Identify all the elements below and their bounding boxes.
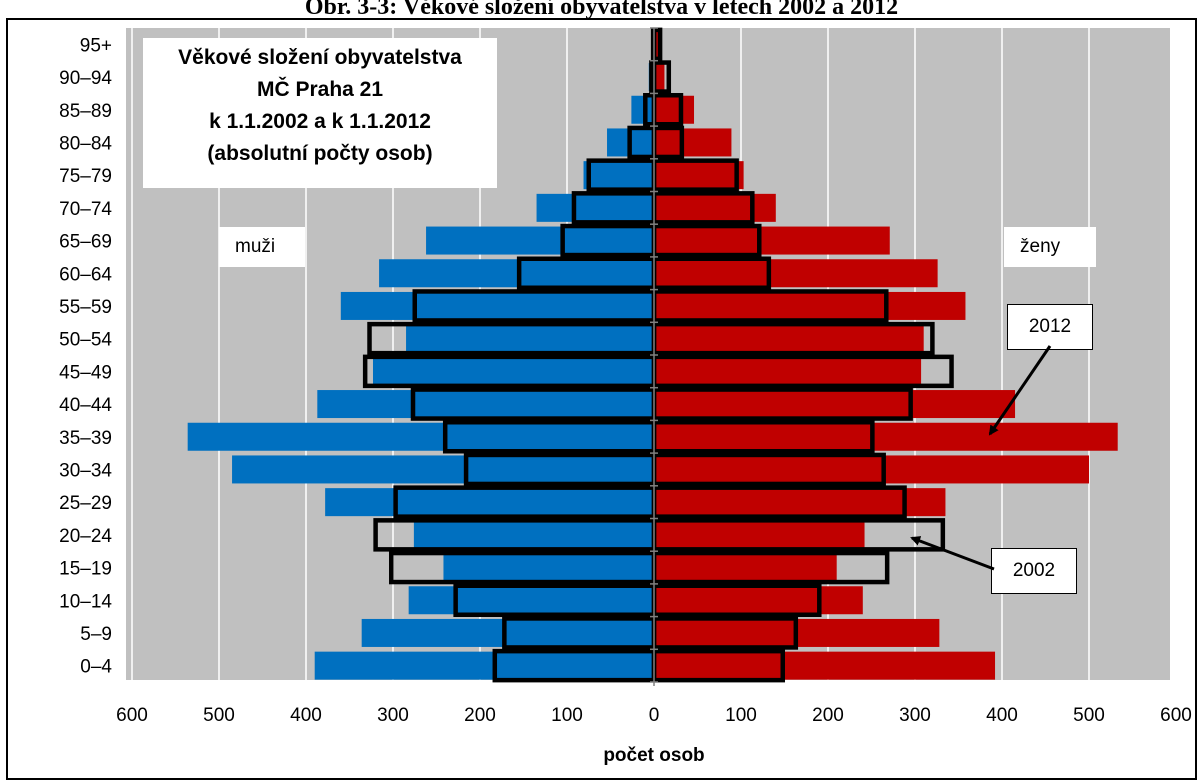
- bar-2012-men: [340, 291, 654, 320]
- bar-2012-women: [654, 455, 1089, 484]
- bar-2012-women: [654, 95, 695, 124]
- x-tick-label: 0: [649, 705, 660, 726]
- bar-2012-women: [654, 357, 922, 386]
- bar-2012-men: [372, 357, 654, 386]
- bar-2012-men: [536, 193, 654, 222]
- callout-2002: 2002: [991, 548, 1077, 594]
- age-group-label: 0–4: [80, 657, 112, 678]
- women-label: ženy: [1004, 227, 1096, 267]
- bar-2012-men: [406, 324, 654, 353]
- bar-2012-women: [654, 291, 966, 320]
- age-group-labels: 0–4 5–9 10–14 15–19 20–24 25–29 30–34 35–39 40–4…: [59, 35, 112, 677]
- age-group-label: 45–49: [59, 362, 112, 383]
- bar-2012-men: [314, 651, 654, 680]
- x-tick-label: 400: [986, 705, 1018, 726]
- bar-2012-men: [413, 520, 654, 549]
- bar-2012-men: [325, 488, 654, 517]
- age-group-label: 15–19: [59, 559, 112, 580]
- bar-2012-men: [317, 390, 654, 419]
- x-tick-label: 100: [551, 705, 583, 726]
- x-tick-label: 600: [116, 705, 148, 726]
- age-group-label: 90–94: [59, 68, 112, 89]
- x-tick-label: 100: [725, 705, 757, 726]
- center-axis-ticks: [650, 27, 658, 683]
- x-tick-labels: 600 500 400 300 200 100 0 100 200 300 400 500 600: [116, 705, 1192, 726]
- x-tick-label: 300: [899, 705, 931, 726]
- bar-2012-women: [654, 193, 776, 222]
- age-group-label: 35–39: [59, 428, 112, 449]
- bar-2012-women: [654, 226, 890, 255]
- bar-2012-men: [232, 455, 655, 484]
- chart-title-box: Věkové složení obyvatelstva MČ Praha 21 …: [143, 38, 497, 188]
- bar-2012-men: [408, 586, 654, 615]
- age-group-label: 5–9: [80, 624, 112, 645]
- age-group-label: 30–34: [59, 460, 112, 481]
- chart-title-line-1: Věkové složení obyvatelstva: [178, 46, 462, 69]
- bar-2012-women: [654, 324, 924, 353]
- age-group-label: 85–89: [59, 101, 112, 122]
- callout-2012: 2012: [1007, 304, 1093, 350]
- x-axis-title: počet osob: [603, 745, 704, 766]
- chart-title-line-4: (absolutní počty osob): [207, 142, 433, 165]
- x-tick-label: 200: [812, 705, 844, 726]
- chart-title-line-3: k 1.1.2002 a k 1.1.2012: [209, 110, 431, 133]
- bar-2012-women: [654, 520, 865, 549]
- age-group-label: 55–59: [59, 297, 112, 318]
- bar-2012-men: [379, 259, 654, 288]
- bar-2012-men: [631, 95, 654, 124]
- age-group-label: 10–14: [59, 591, 112, 612]
- bar-2012-men: [426, 226, 654, 255]
- age-group-label: 75–79: [59, 166, 112, 187]
- bar-2012-women: [654, 488, 946, 517]
- x-tick-label: 300: [377, 705, 409, 726]
- age-group-label: 70–74: [59, 199, 112, 220]
- age-group-label: 60–64: [59, 264, 112, 285]
- bar-2012-men: [187, 422, 654, 451]
- bar-2012-women: [654, 586, 863, 615]
- age-group-label: 20–24: [59, 526, 112, 547]
- men-label: muži: [219, 227, 305, 267]
- bar-2012-women: [654, 553, 837, 582]
- bar-2012-women: [654, 161, 744, 190]
- age-group-label: 80–84: [59, 133, 112, 154]
- bar-2012-men: [583, 161, 654, 190]
- bar-2012-men: [443, 553, 654, 582]
- x-tick-label: 200: [464, 705, 496, 726]
- age-group-label: 40–44: [59, 395, 112, 416]
- x-tick-label: 500: [1073, 705, 1105, 726]
- bar-2012-women: [654, 651, 996, 680]
- bar-2012-women: [654, 390, 1016, 419]
- bar-2012-women: [654, 422, 1118, 451]
- age-group-label: 65–69: [59, 232, 112, 253]
- page-title: Obr. 3-3: Věkové složení obyvatelstva v …: [304, 0, 899, 20]
- x-tick-label: 600: [1160, 705, 1192, 726]
- age-group-label: 50–54: [59, 330, 112, 351]
- age-group-label: 25–29: [59, 493, 112, 514]
- bar-2012-women: [654, 128, 732, 157]
- age-group-label: 95+: [80, 35, 112, 56]
- bar-2012-women: [654, 259, 938, 288]
- bar-2012-men: [361, 618, 654, 647]
- x-tick-label: 500: [203, 705, 235, 726]
- x-tick-label: 400: [290, 705, 322, 726]
- bar-2012-women: [654, 63, 665, 92]
- chart-title-line-2: MČ Praha 21: [256, 78, 384, 101]
